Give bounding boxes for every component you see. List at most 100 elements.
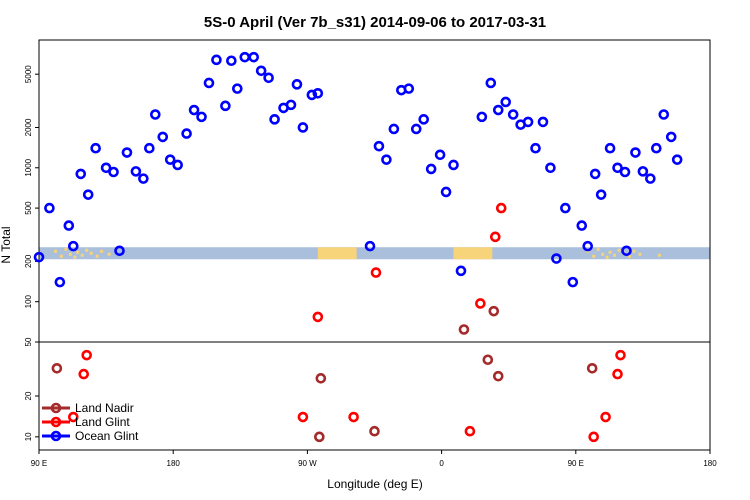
land-speck (59, 254, 63, 258)
legend-marker (50, 416, 62, 428)
data-point (369, 425, 380, 437)
data-point (90, 142, 101, 154)
data-point (196, 111, 207, 123)
data-point (418, 114, 430, 125)
land-speck (85, 248, 89, 252)
data-point (63, 220, 75, 231)
data-point (448, 159, 459, 171)
land-speck (73, 255, 77, 259)
data-point (475, 298, 486, 309)
y-tick-label: 20 (24, 391, 33, 400)
data-point (576, 220, 588, 231)
data-point (476, 111, 488, 123)
data-point (157, 131, 169, 143)
data-point (530, 142, 541, 154)
data-point (263, 72, 274, 84)
land-speck (608, 250, 612, 254)
data-point (434, 149, 446, 161)
y-tick-label: 10 (24, 432, 33, 441)
data-point (75, 168, 87, 180)
legend-label: Land Glint (75, 415, 130, 429)
data-point (537, 116, 549, 128)
data-point (130, 166, 142, 177)
legend-label: Land Nadir (75, 401, 134, 415)
data-point (144, 142, 155, 154)
data-point (500, 96, 512, 108)
data-point (637, 166, 649, 177)
data-point (150, 109, 161, 120)
data-point (645, 173, 656, 184)
land-speck (53, 249, 57, 253)
y-tick-label: 1000 (24, 158, 33, 176)
land-mask-band (39, 247, 710, 260)
data-point (381, 154, 392, 165)
x-axis-label: Longitude (deg E) (327, 477, 422, 491)
data-point (671, 154, 683, 165)
data-point (612, 162, 623, 174)
data-point (651, 142, 662, 154)
data-point (211, 54, 222, 66)
data-point (588, 431, 599, 443)
x-tick-label: 90 W (298, 459, 317, 468)
data-point (81, 349, 93, 361)
land-speck (76, 250, 80, 254)
x-tick-label: 180 (703, 459, 717, 468)
data-point (560, 202, 571, 214)
data-point (388, 123, 400, 135)
data-point (364, 240, 376, 252)
data-point (615, 349, 626, 361)
x-tick-label: 180 (167, 459, 181, 468)
data-point (567, 276, 579, 288)
data-point (51, 363, 63, 374)
data-point (604, 142, 616, 154)
plot-border (38, 39, 711, 451)
data-point (255, 65, 267, 77)
data-point (455, 265, 467, 277)
data-points (33, 51, 683, 443)
data-point (458, 324, 470, 335)
data-point (492, 370, 504, 382)
land-speck (596, 247, 600, 251)
data-point (621, 245, 632, 257)
land-segment (453, 247, 493, 260)
data-point (269, 114, 280, 125)
data-point (78, 368, 90, 380)
data-point (54, 276, 66, 288)
data-point (314, 431, 325, 443)
land-speck (64, 247, 68, 251)
data-point (488, 305, 500, 317)
data-point (188, 104, 200, 116)
data-point (482, 354, 494, 366)
data-point (464, 425, 476, 437)
land-speck (80, 253, 84, 257)
land-speck (601, 252, 605, 256)
data-point (100, 162, 112, 174)
data-point (121, 147, 133, 158)
series-land-glint (67, 202, 626, 443)
data-point (589, 168, 601, 180)
data-point (226, 55, 237, 67)
data-point (545, 162, 556, 174)
data-point (595, 189, 607, 200)
data-point (108, 166, 119, 178)
data-point (582, 240, 594, 252)
land-speck (657, 253, 661, 257)
y-tick-label: 2000 (24, 118, 33, 136)
y-axis: 100 200 500 1000 2000 5000 10 20 50 (24, 65, 39, 441)
land-speck (617, 248, 621, 252)
y-tick-label: 5000 (24, 65, 33, 83)
data-point (114, 245, 125, 257)
y-tick-label: 100 (24, 294, 33, 308)
chart-title: 5S-0 April (Ver 7b_s31) 2014-09-06 to 20… (204, 14, 546, 31)
data-point (285, 99, 297, 111)
data-point (315, 373, 327, 384)
data-point (551, 253, 562, 264)
land-speck (613, 253, 617, 257)
y-tick-label: 50 (24, 337, 33, 346)
x-tick-label: 0 (439, 459, 444, 468)
data-point (370, 267, 382, 278)
land-speck (632, 249, 636, 253)
series-land-nadir (51, 305, 598, 443)
x-tick-label: 90 E (31, 459, 47, 468)
data-point (630, 147, 641, 158)
